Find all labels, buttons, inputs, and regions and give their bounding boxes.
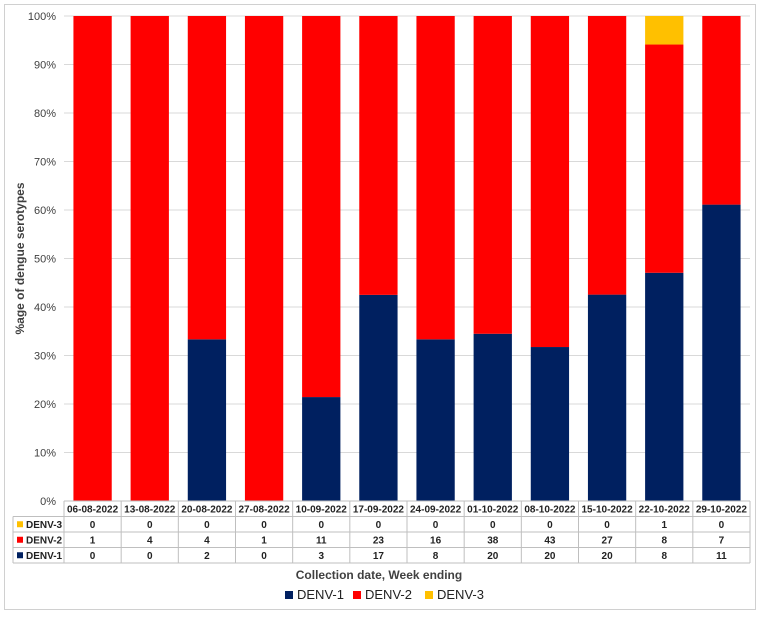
- x-tick-label: 20-08-2022: [181, 505, 233, 516]
- x-tick-label: 15-10-2022: [582, 505, 634, 516]
- bar-segment-denv-2: [187, 16, 227, 340]
- chart-frame: [4, 4, 756, 610]
- x-tick-label: 08-10-2022: [524, 505, 576, 516]
- table-cell-value: 23: [373, 535, 385, 546]
- bar-segment-denv-2: [587, 16, 627, 295]
- bar-segment-denv-1: [645, 272, 684, 501]
- x-tick-label: 13-08-2022: [124, 505, 176, 516]
- y-tick-label: 70%: [34, 157, 56, 169]
- y-tick-label: 80%: [34, 108, 56, 120]
- x-tick-label: 01-10-2022: [467, 505, 519, 516]
- y-tick-label: 90%: [34, 60, 56, 72]
- table-cell-value: 4: [147, 535, 153, 546]
- y-tick-label: 20%: [34, 399, 56, 411]
- bar-segment-denv-2: [244, 16, 284, 501]
- table-cell-value: 0: [376, 520, 382, 531]
- table-cell-value: 0: [490, 520, 496, 531]
- legend-label: DENV-2: [365, 587, 412, 602]
- bar-segment-denv-2: [73, 16, 112, 501]
- bar-segment-denv-1: [702, 204, 741, 501]
- bar-segment-denv-2: [359, 16, 398, 295]
- x-tick-label: 24-09-2022: [410, 505, 462, 516]
- bar-segment-denv-2: [645, 44, 684, 273]
- table-cell-value: 20: [544, 551, 556, 562]
- x-tick-label: 27-08-2022: [239, 505, 291, 516]
- table-cell-value: 27: [602, 535, 614, 546]
- bar-segment-denv-1: [416, 339, 455, 501]
- table-cell-value: 1: [661, 520, 667, 531]
- x-tick-label: 06-08-2022: [67, 505, 119, 516]
- y-tick-label: 60%: [34, 205, 56, 217]
- legend-swatch: [353, 591, 361, 599]
- y-axis-title: %age of dengue serotypes: [13, 182, 27, 334]
- y-tick-label: 30%: [34, 351, 56, 363]
- x-tick-label: 10-09-2022: [296, 505, 348, 516]
- table-cell-value: 0: [147, 520, 153, 531]
- table-cell-value: 7: [719, 535, 725, 546]
- table-row-label: DENV-3: [26, 520, 63, 531]
- table-cell-value: 0: [147, 551, 153, 562]
- table-cell-value: 38: [487, 535, 499, 546]
- table-cell-value: 0: [261, 551, 267, 562]
- table-cell-value: 8: [433, 551, 439, 562]
- bar-segment-denv-2: [530, 16, 570, 348]
- x-axis-title: Collection date, Week ending: [296, 568, 462, 582]
- table-cell-value: 20: [602, 551, 614, 562]
- bar-segment-denv-1: [473, 333, 512, 501]
- table-cell-value: 3: [318, 551, 324, 562]
- bar-segment-denv-1: [302, 397, 341, 501]
- legend-label: DENV-3: [437, 587, 484, 602]
- table-cell-value: 0: [204, 520, 210, 531]
- y-tick-label: 40%: [34, 302, 56, 314]
- x-tick-label: 22-10-2022: [639, 505, 691, 516]
- table-cell-value: 0: [90, 520, 96, 531]
- bar-segment-denv-1: [587, 294, 627, 501]
- y-tick-label: 50%: [34, 254, 56, 266]
- table-cell-value: 17: [373, 551, 385, 562]
- table-cell-value: 2: [204, 551, 210, 562]
- bar-segment-denv-1: [187, 339, 227, 501]
- table-cell-value: 8: [661, 535, 667, 546]
- table-cell-value: 16: [430, 535, 442, 546]
- bar-segment-denv-3: [645, 16, 684, 45]
- table-row-label: DENV-2: [26, 535, 63, 546]
- table-cell-value: 4: [204, 535, 210, 546]
- table-legend-key: [17, 536, 23, 543]
- table-cell-value: 0: [433, 520, 439, 531]
- table-cell-value: 1: [90, 535, 96, 546]
- table-cell-value: 11: [316, 535, 327, 546]
- table-cell-value: 0: [604, 520, 610, 531]
- bar-segment-denv-1: [530, 347, 570, 501]
- table-cell-value: 1: [261, 535, 267, 546]
- table-cell-value: 11: [716, 551, 727, 562]
- y-tick-label: 0%: [40, 496, 56, 508]
- table-cell-value: 8: [661, 551, 667, 562]
- legend-swatch: [425, 591, 433, 599]
- table-cell-value: 43: [544, 535, 556, 546]
- table-cell-value: 0: [719, 520, 725, 531]
- table-row-label: DENV-1: [26, 551, 63, 562]
- table-legend-key: [17, 521, 23, 528]
- bar-segment-denv-2: [416, 16, 455, 340]
- bar-segment-denv-2: [302, 16, 341, 398]
- bar-segment-denv-2: [702, 16, 741, 205]
- table-cell-value: 0: [318, 520, 324, 531]
- y-tick-label: 100%: [28, 11, 56, 23]
- table-cell-value: 0: [90, 551, 96, 562]
- legend-swatch: [285, 591, 293, 599]
- x-tick-label: 17-09-2022: [353, 505, 405, 516]
- y-tick-label: 10%: [34, 448, 56, 460]
- table-legend-key: [17, 552, 23, 559]
- bar-segment-denv-2: [473, 16, 512, 334]
- table-cell-value: 20: [487, 551, 499, 562]
- x-tick-label: 29-10-2022: [696, 505, 748, 516]
- legend-label: DENV-1: [297, 587, 344, 602]
- bar-segment-denv-1: [359, 294, 398, 501]
- table-cell-value: 0: [547, 520, 553, 531]
- table-cell-value: 0: [261, 520, 267, 531]
- bar-segment-denv-2: [130, 16, 169, 501]
